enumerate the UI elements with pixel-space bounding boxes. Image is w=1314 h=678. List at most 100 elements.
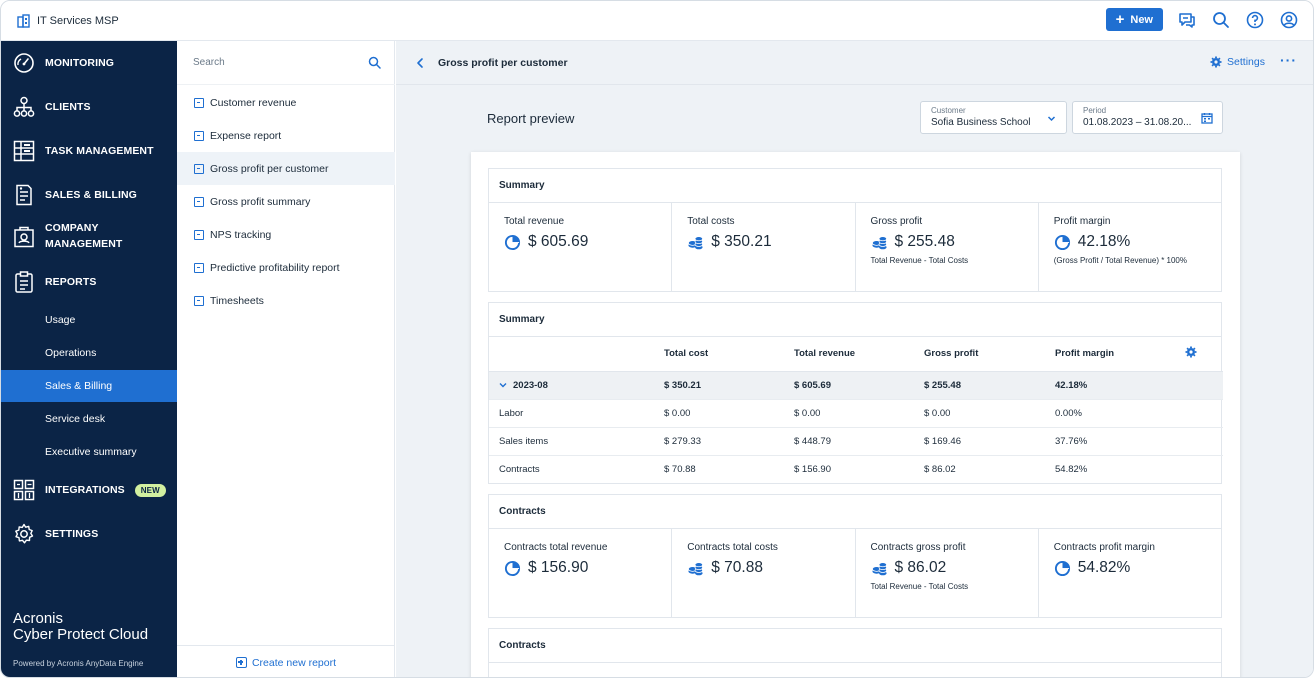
table-cell: $ 0.00 bbox=[924, 399, 1055, 428]
kpi-value: $ 255.48 bbox=[894, 233, 955, 250]
period-label: Period bbox=[1083, 106, 1107, 115]
nav-item-reports[interactable]: REPORTS bbox=[1, 271, 177, 293]
table-group-row[interactable]: 2023-08 $ 350.21 $ 605.69 $ 255.48 42.18… bbox=[489, 371, 1223, 400]
gauge-icon bbox=[14, 53, 34, 73]
report-preview-title: Report preview bbox=[487, 111, 575, 126]
kpi-formula-note: (Gross Profit / Total Revenue) * 100% bbox=[1053, 256, 1187, 265]
kpi-contracts-total-revenue: Contracts total revenue $ 156.90 bbox=[489, 529, 673, 617]
report-item-label: Expense report bbox=[210, 129, 282, 142]
customer-value: Sofia Business School bbox=[931, 117, 1031, 128]
report-item-label: Timesheets bbox=[210, 294, 264, 307]
chat-icon[interactable] bbox=[1177, 10, 1197, 30]
search-icon[interactable] bbox=[1211, 10, 1231, 30]
report-search[interactable]: Search bbox=[177, 41, 395, 85]
chevron-down-icon[interactable] bbox=[499, 381, 507, 389]
top-actions: + New bbox=[1105, 8, 1299, 31]
nav-sub-executive-summary[interactable]: Executive summary bbox=[1, 436, 177, 468]
table-settings[interactable] bbox=[1185, 337, 1223, 372]
nav-item-integrations[interactable]: INTEGRATIONS NEW bbox=[1, 479, 177, 501]
settings-label: Settings bbox=[1227, 56, 1265, 68]
table-cell: 42.18% bbox=[1055, 371, 1185, 400]
nav-item-monitoring[interactable]: MONITORING bbox=[1, 52, 177, 74]
search-input[interactable]: Search bbox=[193, 57, 225, 68]
new-button[interactable]: + New bbox=[1105, 8, 1163, 31]
nav-item-sales-billing[interactable]: SALES & BILLING bbox=[1, 184, 177, 206]
table-cell: $ 350.21 bbox=[664, 371, 794, 400]
contracts-table-card: Contracts bbox=[488, 628, 1222, 677]
report-item-label: Predictive profitability report bbox=[210, 261, 340, 274]
kpi-value: $ 86.02 bbox=[894, 559, 947, 576]
report-icon bbox=[194, 262, 204, 273]
coins-icon bbox=[687, 234, 704, 251]
help-icon[interactable] bbox=[1245, 10, 1265, 30]
kpi-label: Contracts total costs bbox=[687, 542, 778, 553]
product-logo: Acronis Cyber Protect Cloud bbox=[13, 611, 148, 643]
period-picker[interactable]: Period 01.08.2023 – 31.08.20... bbox=[1072, 101, 1223, 134]
report-item[interactable]: Expense report bbox=[177, 119, 395, 152]
user-account-icon[interactable] bbox=[1279, 10, 1299, 30]
nav-item-clients[interactable]: CLIENTS bbox=[1, 96, 177, 118]
product-logo-line1: Acronis bbox=[13, 610, 64, 627]
nav-label-company-line2: MANAGEMENT bbox=[45, 238, 123, 250]
nav-label-company-line1: COMPANY bbox=[45, 222, 99, 235]
back-chevron-icon[interactable] bbox=[414, 57, 426, 69]
report-list-panel: Search Customer revenue Expense report G… bbox=[177, 41, 395, 677]
report-item[interactable]: Customer revenue bbox=[177, 86, 395, 119]
table-cell: $ 156.90 bbox=[794, 463, 831, 475]
summary-kpi-card: Summary Total revenue $ 605.69 Total cos… bbox=[488, 168, 1222, 292]
pie-chart-icon bbox=[504, 560, 521, 577]
nav-sub-operations[interactable]: Operations bbox=[1, 337, 177, 369]
coins-icon bbox=[871, 234, 888, 251]
table-cell: $ 605.69 bbox=[794, 371, 924, 400]
table-cell: $ 86.02 bbox=[924, 463, 956, 475]
nav-item-company-management[interactable]: COMPANY MANAGEMENT bbox=[1, 221, 177, 253]
column-header[interactable]: Total cost bbox=[664, 337, 794, 372]
kpi-formula-note: Total Revenue - Total Costs bbox=[870, 256, 969, 265]
column-header[interactable]: Profit margin bbox=[1055, 337, 1185, 372]
kpi-contracts-gross-profit: Contracts gross profit $ 86.02 Total Rev… bbox=[856, 529, 1039, 617]
top-bar: IT Services MSP + New bbox=[1, 1, 1313, 41]
report-item[interactable]: Timesheets bbox=[177, 284, 395, 317]
nav-sub-usage[interactable]: Usage bbox=[1, 304, 177, 336]
nav-item-settings[interactable]: SETTINGS bbox=[1, 523, 177, 545]
briefcase-icon bbox=[14, 226, 34, 248]
tenant-switcher[interactable]: IT Services MSP bbox=[17, 13, 119, 28]
settings-button[interactable]: Settings bbox=[1210, 56, 1265, 68]
report-item-active[interactable]: Gross profit per customer bbox=[177, 152, 395, 185]
contracts-kpi-card: Contracts Contracts total revenue $ 156.… bbox=[488, 494, 1222, 618]
kpi-gross-profit: Gross profit $ 255.48 Total Revenue - To… bbox=[856, 203, 1039, 291]
table-cell: $ 255.48 bbox=[924, 371, 1055, 400]
gear-icon[interactable] bbox=[1185, 346, 1197, 358]
report-sheet: Summary Total revenue $ 605.69 Total cos… bbox=[471, 152, 1240, 677]
nav-label-monitoring: MONITORING bbox=[45, 57, 115, 69]
new-button-label: New bbox=[1130, 13, 1153, 26]
main-nav: MONITORING CLIENTS TASK MANAGEMENT bbox=[1, 41, 177, 677]
content-header: Gross profit per customer Settings ··· bbox=[396, 41, 1313, 85]
report-item[interactable]: Predictive profitability report bbox=[177, 251, 395, 284]
nav-sub-sales-billing[interactable]: Sales & Billing bbox=[1, 370, 177, 402]
report-item[interactable]: Gross profit summary bbox=[177, 185, 395, 218]
column-header[interactable]: Gross profit bbox=[924, 337, 1055, 372]
nav-label-company-management: COMPANY MANAGEMENT bbox=[45, 221, 122, 253]
search-icon[interactable] bbox=[368, 56, 381, 69]
more-options-button[interactable]: ··· bbox=[1280, 52, 1297, 68]
card-title: Contracts bbox=[489, 629, 1221, 663]
summary-table-card: Summary Total cost Total revenue Gross p… bbox=[488, 302, 1223, 484]
row-label: Contracts bbox=[499, 463, 540, 475]
nav-sub-label: Executive summary bbox=[45, 446, 137, 458]
column-header[interactable]: Total revenue bbox=[794, 337, 924, 372]
org-chart-icon bbox=[13, 96, 35, 117]
product-logo-line2: Cyber Protect Cloud bbox=[13, 625, 149, 643]
create-new-report-button[interactable]: Create new report bbox=[177, 645, 395, 677]
add-icon bbox=[235, 657, 247, 668]
nav-sub-service-desk[interactable]: Service desk bbox=[1, 403, 177, 435]
customer-select[interactable]: Customer Sofia Business School bbox=[920, 101, 1067, 134]
nav-sub-label: Usage bbox=[45, 314, 76, 326]
report-item[interactable]: NPS tracking bbox=[177, 218, 395, 251]
report-item-label: Gross profit per customer bbox=[210, 162, 329, 175]
kpi-row: Contracts total revenue $ 156.90 Contrac… bbox=[489, 529, 1221, 617]
invoice-icon bbox=[16, 184, 32, 206]
gear-icon bbox=[15, 523, 34, 544]
nav-item-task-management[interactable]: TASK MANAGEMENT bbox=[1, 140, 177, 162]
